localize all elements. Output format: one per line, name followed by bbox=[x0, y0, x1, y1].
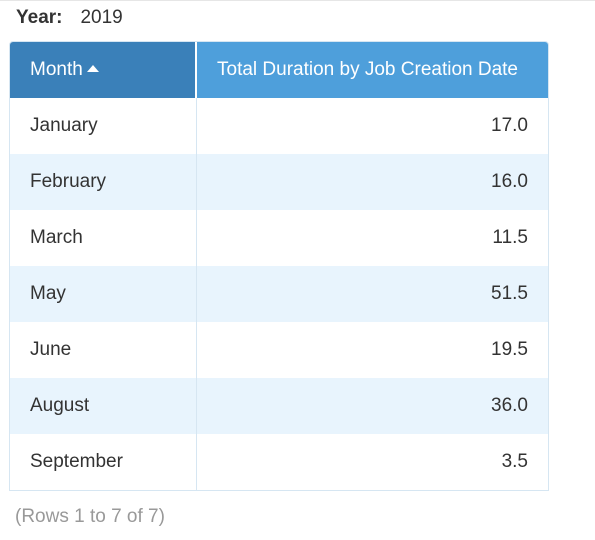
table-row: May 51.5 bbox=[10, 266, 548, 322]
rows-count-info: (Rows 1 to 7 of 7) bbox=[15, 506, 165, 527]
duration-column-header[interactable]: Total Duration by Job Creation Date bbox=[196, 42, 548, 98]
sort-ascending-icon bbox=[86, 65, 99, 72]
month-cell: March bbox=[10, 210, 197, 266]
year-filter: Year: 2019 bbox=[16, 6, 123, 30]
month-column-label: Month bbox=[30, 59, 83, 80]
data-table-container: Month Total Duration by Job Creation Dat… bbox=[9, 41, 549, 491]
duration-cell: 19.5 bbox=[196, 322, 548, 378]
data-table: Month Total Duration by Job Creation Dat… bbox=[10, 42, 548, 490]
month-cell: February bbox=[10, 154, 197, 210]
month-cell: August bbox=[10, 378, 197, 434]
month-cell: January bbox=[10, 98, 197, 154]
table-header-row: Month Total Duration by Job Creation Dat… bbox=[10, 42, 548, 98]
top-divider bbox=[0, 0, 595, 1]
month-cell: May bbox=[10, 266, 197, 322]
duration-column-label: Total Duration by Job Creation Date bbox=[217, 59, 518, 80]
table-row: February 16.0 bbox=[10, 154, 548, 210]
table-row: June 19.5 bbox=[10, 322, 548, 378]
duration-cell: 51.5 bbox=[196, 266, 548, 322]
duration-cell: 17.0 bbox=[196, 98, 548, 154]
duration-cell: 36.0 bbox=[196, 378, 548, 434]
duration-cell: 16.0 bbox=[196, 154, 548, 210]
table-row: August 36.0 bbox=[10, 378, 548, 434]
month-cell: September bbox=[10, 434, 197, 490]
table-row: January 17.0 bbox=[10, 98, 548, 154]
month-column-header[interactable]: Month bbox=[10, 42, 197, 98]
duration-cell: 3.5 bbox=[196, 434, 548, 490]
year-label: Year: bbox=[16, 7, 63, 28]
year-value[interactable]: 2019 bbox=[80, 7, 123, 28]
table-row: September 3.5 bbox=[10, 434, 548, 490]
table-row: March 11.5 bbox=[10, 210, 548, 266]
duration-cell: 11.5 bbox=[196, 210, 548, 266]
month-cell: June bbox=[10, 322, 197, 378]
